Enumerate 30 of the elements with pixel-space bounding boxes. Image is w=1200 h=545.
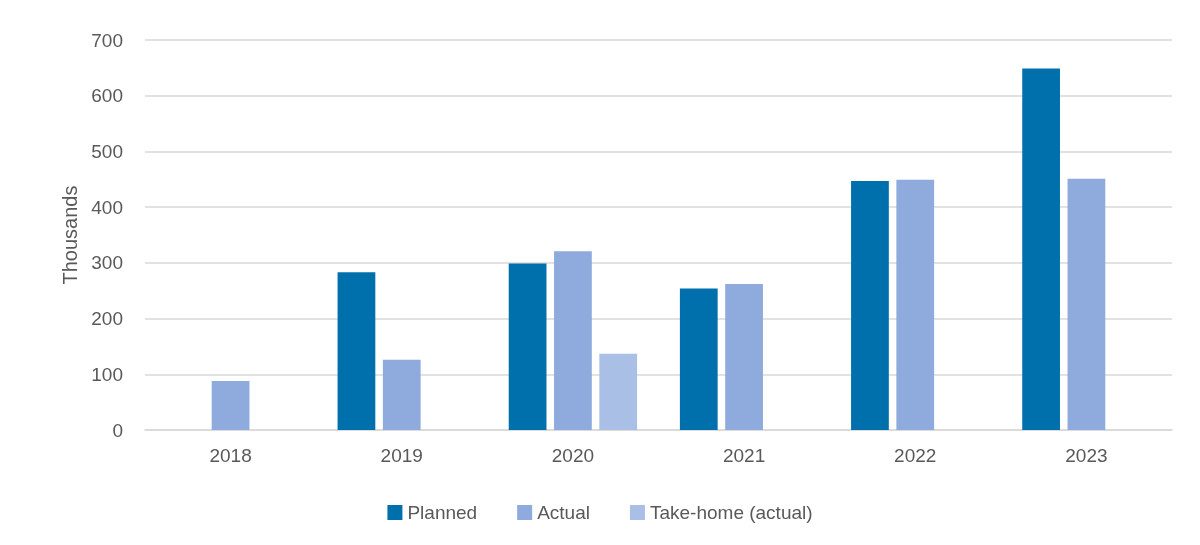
legend-label: Take-home (actual) [649,502,813,523]
bar [851,180,889,430]
x-tick-label: 2018 [209,445,252,466]
legend-label: Planned [407,502,478,523]
y-axis-title: Thousands [59,185,82,285]
x-tick-label: 2020 [551,445,595,466]
y-tick-label: 700 [91,29,123,51]
x-tick-label: 2021 [722,445,766,466]
bar [1022,68,1060,430]
bar [382,359,421,430]
y-tick-label: 200 [91,308,123,330]
bar [554,251,592,430]
y-tick-label: 0 [112,419,123,441]
x-tick-label: 2022 [894,445,937,466]
bar [508,263,547,430]
bar [679,288,718,430]
bar [725,284,763,430]
bar [599,353,638,430]
legend-label: Actual [537,502,590,523]
x-tick-label: 2023 [1065,445,1108,466]
bar [1067,178,1106,430]
y-tick-label: 500 [91,140,123,162]
y-tick-label: 100 [91,363,123,385]
bar [896,179,935,430]
x-tick-label: 2019 [380,445,423,466]
y-tick-label: 400 [91,196,123,218]
y-tick-label: 300 [91,252,123,274]
bar [211,380,250,430]
y-tick-label: 600 [91,85,123,107]
bar [337,272,376,430]
